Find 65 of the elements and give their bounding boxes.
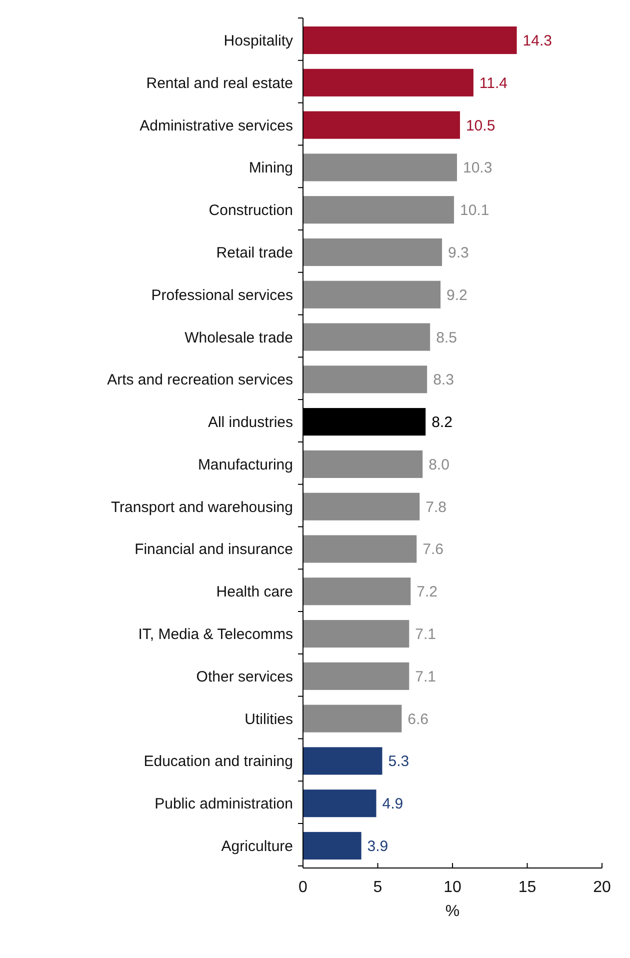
data-label: 7.2 (416, 584, 438, 601)
bar (303, 111, 460, 139)
data-label: 4.9 (382, 796, 404, 813)
x-tick-label: 15 (518, 879, 536, 896)
x-tick-label: 0 (298, 879, 308, 896)
data-label: 5.3 (388, 753, 410, 770)
bar (303, 790, 376, 818)
y-tick-label: Other services (196, 668, 293, 686)
y-tick-label: Mining (248, 160, 293, 177)
y-tick-label: Rental and real estate (146, 74, 293, 92)
y-tick-label: IT, Media & Telecomms (138, 626, 293, 644)
x-tick-label: 20 (593, 879, 611, 896)
bar (303, 535, 417, 563)
y-tick-label: Hospitality (224, 32, 294, 50)
y-tick-label: Arts and recreation services (107, 372, 293, 389)
data-label: 7.6 (422, 541, 444, 558)
x-tick-label: 10 (444, 879, 462, 896)
data-label: 8.2 (432, 414, 452, 432)
data-label: 9.2 (446, 286, 468, 304)
bar (303, 154, 457, 182)
bar (303, 450, 423, 478)
data-label: 11.4 (479, 74, 508, 92)
y-tick-label: Utilities (244, 710, 293, 728)
y-tick-label: Public administration (154, 796, 293, 813)
data-label: 6.6 (408, 710, 429, 728)
data-label: 10.5 (466, 117, 496, 134)
data-label: 7.8 (426, 498, 446, 516)
data-label: 10.3 (462, 160, 492, 177)
data-label: 3.9 (367, 838, 388, 855)
y-tick-label: Professional services (151, 286, 293, 304)
data-label: 8.0 (428, 456, 450, 474)
data-label: 10.1 (460, 202, 490, 220)
y-tick-label: Education and training (144, 753, 293, 770)
bar (303, 238, 442, 266)
bar (303, 620, 410, 648)
y-tick-label: All industries (208, 414, 293, 432)
y-tick-label: Construction (208, 202, 293, 220)
y-tick-label: Agriculture (221, 838, 293, 855)
data-label: 7.1 (415, 668, 436, 686)
y-tick-label: Health care (216, 584, 293, 601)
bar (303, 704, 402, 732)
bar (303, 196, 454, 224)
bar (303, 747, 382, 775)
y-tick-label: Financial and insurance (134, 541, 293, 558)
bar (303, 832, 362, 860)
data-label: 14.3 (522, 32, 552, 50)
bar (303, 68, 474, 96)
bar (303, 323, 430, 351)
bar (303, 492, 420, 520)
x-tick-label: 5 (373, 879, 382, 896)
y-tick-label: Administrative services (140, 117, 293, 134)
bar (303, 366, 428, 394)
y-tick-label: Transport and warehousing (110, 498, 293, 516)
bar (303, 662, 410, 690)
y-tick-label: Retail trade (216, 244, 293, 262)
bar (303, 280, 441, 308)
data-label: 9.3 (448, 244, 469, 262)
data-label: 8.3 (433, 372, 454, 389)
bar (303, 578, 411, 606)
y-tick-label: Manufacturing (198, 456, 293, 474)
data-label: 8.5 (436, 329, 457, 346)
x-axis-title: % (445, 903, 460, 920)
y-tick-label: Wholesale trade (184, 329, 293, 346)
bar (303, 26, 517, 54)
data-label: 7.1 (415, 626, 436, 644)
